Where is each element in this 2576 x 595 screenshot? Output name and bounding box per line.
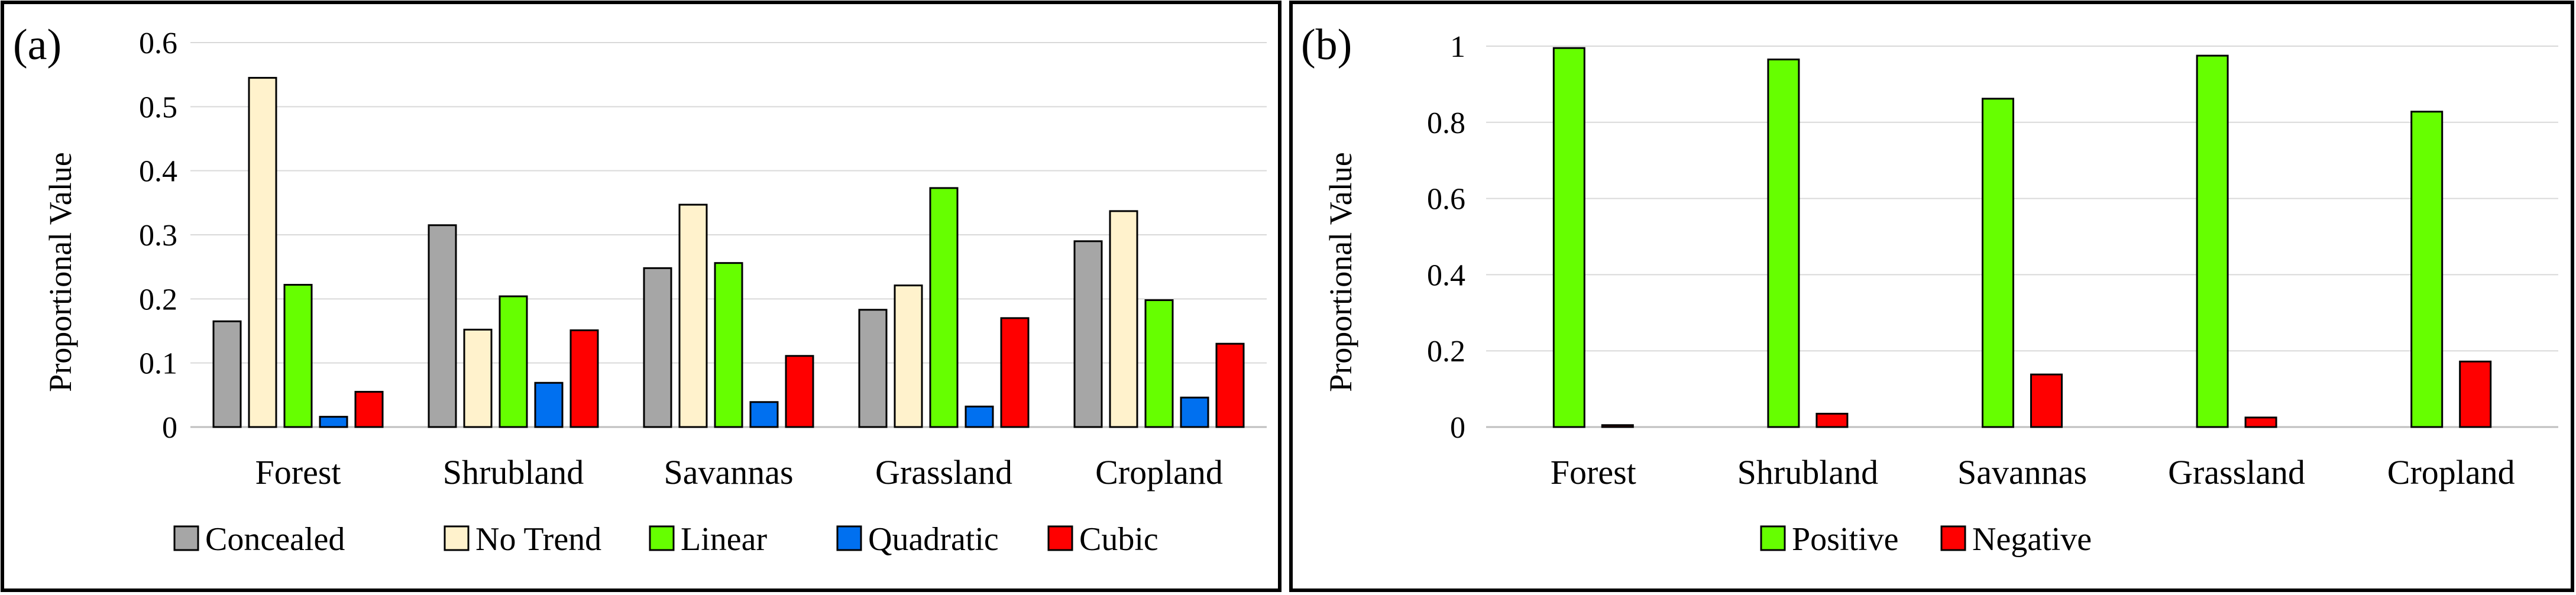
panel-a: (a) Proportional Value 0 0.1 0.2 0.3 0.4 0.5 0… (1, 1, 1281, 592)
bar-cubic-savannas (785, 355, 814, 428)
category-label: Forest (255, 453, 341, 491)
bar-linear-savannas (714, 262, 743, 428)
category-label: Forest (1551, 453, 1636, 491)
bar-linear-forest (283, 284, 313, 428)
bar-positive-shrubland (1767, 59, 1800, 428)
bar-no-trend-shrubland (463, 328, 493, 428)
legend-label: Linear (681, 521, 767, 558)
category-label: Cropland (1095, 453, 1223, 491)
legend-label: Quadratic (868, 521, 999, 558)
bar-concealed-cropland (1073, 240, 1103, 428)
panel-a-y-axis-title: Proportional Value (43, 152, 78, 392)
y-tick-label: 1 (1450, 30, 1465, 64)
bar-quadratic-savannas (749, 401, 779, 428)
panel-b-label: (b) (1301, 21, 1352, 69)
bar-negative-shrubland (1816, 412, 1849, 428)
panel-a-label: (a) (13, 21, 62, 69)
bar-negative-forest (1601, 424, 1634, 428)
bar-concealed-shrubland (428, 224, 457, 428)
bar-quadratic-cropland (1180, 396, 1209, 428)
panel-b-frame (1289, 1, 2574, 592)
legend-label: Cubic (1079, 521, 1158, 558)
bar-negative-savannas (2030, 373, 2063, 428)
bar-quadratic-grassland (965, 405, 994, 428)
y-tick-label: 0.1 (139, 347, 177, 381)
bar-no-trend-forest (248, 77, 277, 428)
panel-a-frame (1, 1, 1281, 592)
category-label: Savannas (664, 453, 793, 491)
category-label: Shrubland (1737, 453, 1878, 491)
y-tick-label: 0 (162, 411, 177, 445)
y-tick-label: 0.2 (139, 283, 177, 316)
bar-cubic-forest (354, 390, 384, 428)
bar-positive-grassland (2196, 54, 2229, 428)
bar-linear-cropland (1144, 299, 1174, 428)
bar-concealed-grassland (858, 309, 888, 428)
y-tick-label: 0.2 (1427, 335, 1465, 368)
bar-linear-grassland (929, 187, 959, 428)
legend-swatch-no-trend (444, 525, 470, 551)
bar-no-trend-cropland (1109, 210, 1138, 428)
y-tick-label: 0.6 (1427, 183, 1465, 216)
y-tick-label: 0 (1450, 411, 1465, 445)
category-label: Grassland (875, 453, 1012, 491)
bar-concealed-forest (212, 320, 242, 428)
bar-negative-cropland (2459, 360, 2492, 428)
legend-swatch-concealed (173, 525, 199, 551)
category-label: Cropland (2387, 453, 2515, 491)
category-label: Grassland (2168, 453, 2305, 491)
bar-positive-cropland (2410, 111, 2444, 428)
bar-quadratic-forest (319, 416, 348, 428)
legend-label: Concealed (205, 521, 345, 558)
y-tick-label: 0.3 (139, 219, 177, 253)
bar-no-trend-savannas (678, 203, 708, 428)
bar-cubic-cropland (1215, 342, 1245, 428)
y-tick-label: 0.4 (139, 155, 177, 189)
bar-cubic-grassland (1000, 317, 1030, 428)
bar-cubic-shrubland (569, 329, 599, 428)
panel-b: (b) Proportional Value 0 0.2 0.4 0.6 0.8 1 Fo… (1289, 1, 2574, 592)
legend-swatch-quadratic (836, 525, 862, 551)
bar-positive-savannas (1982, 98, 2014, 428)
y-tick-label: 0.5 (139, 90, 177, 124)
category-label: Shrubland (443, 453, 584, 491)
legend-swatch-positive (1760, 525, 1786, 551)
bar-linear-shrubland (499, 295, 528, 428)
category-label: Savannas (1957, 453, 2087, 491)
legend-label: No Trend (475, 521, 601, 558)
bar-negative-grassland (2244, 416, 2277, 428)
bar-positive-forest (1552, 47, 1585, 428)
legend-swatch-cubic (1047, 525, 1073, 551)
bar-quadratic-shrubland (534, 381, 564, 428)
y-tick-label: 0.6 (139, 27, 177, 60)
bar-concealed-savannas (643, 267, 672, 428)
legend-swatch-negative (1940, 525, 1966, 551)
legend-label: Positive (1792, 521, 1898, 558)
bar-no-trend-grassland (894, 284, 923, 428)
legend-swatch-linear (649, 525, 675, 551)
legend-label: Negative (1972, 521, 2092, 558)
y-tick-label: 0.8 (1427, 106, 1465, 140)
panel-b-y-axis-title: Proportional Value (1323, 152, 1358, 392)
y-tick-label: 0.4 (1427, 258, 1465, 292)
